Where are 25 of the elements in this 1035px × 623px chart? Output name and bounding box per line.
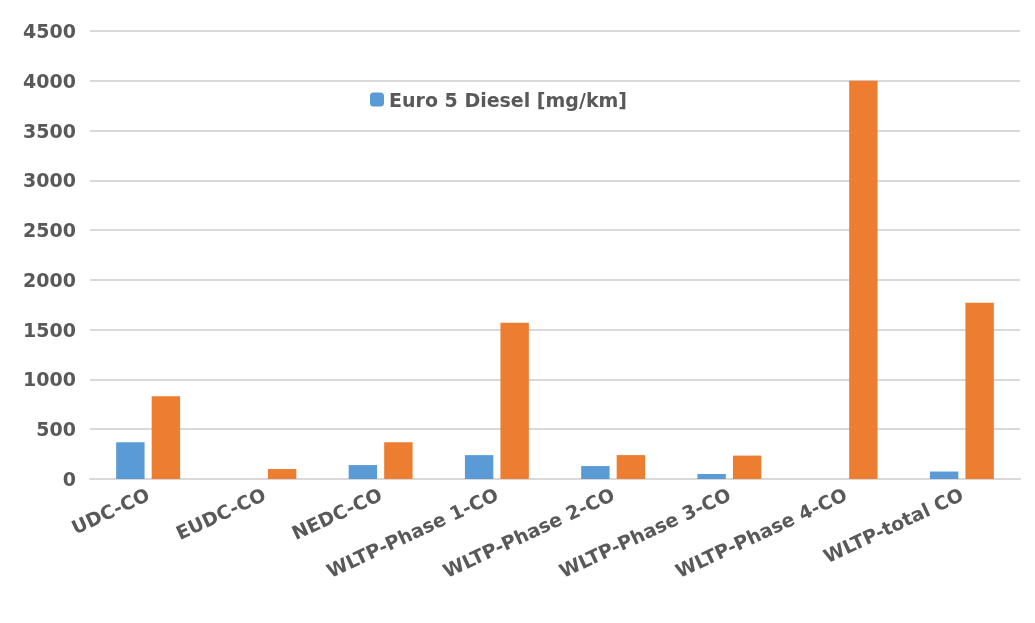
bar [929, 471, 959, 479]
y-tick-label: 4000 [23, 69, 76, 92]
legend-label: Euro 5 Diesel [mg/km] [389, 88, 628, 111]
bar [616, 455, 646, 479]
y-tick-label: 500 [36, 418, 76, 441]
bar [849, 80, 878, 479]
y-tick-label: 2500 [23, 219, 76, 242]
y-tick-label: 3500 [23, 119, 76, 142]
y-tick-label: 0 [62, 468, 76, 490]
y-tick-label: 1500 [23, 318, 76, 341]
bar [581, 466, 610, 479]
bar [151, 396, 181, 479]
bar [464, 455, 494, 479]
y-tick-label: 1000 [23, 368, 76, 391]
y-tick-label: 4500 [23, 20, 76, 42]
bar [697, 474, 726, 479]
bar [500, 322, 529, 479]
bar [348, 465, 378, 479]
y-tick-label: 2000 [23, 268, 76, 291]
y-tick-label: 3000 [23, 169, 76, 192]
bar [116, 442, 145, 479]
bar [267, 469, 297, 479]
bar [384, 442, 413, 479]
bar [965, 302, 994, 479]
bar [732, 455, 762, 479]
